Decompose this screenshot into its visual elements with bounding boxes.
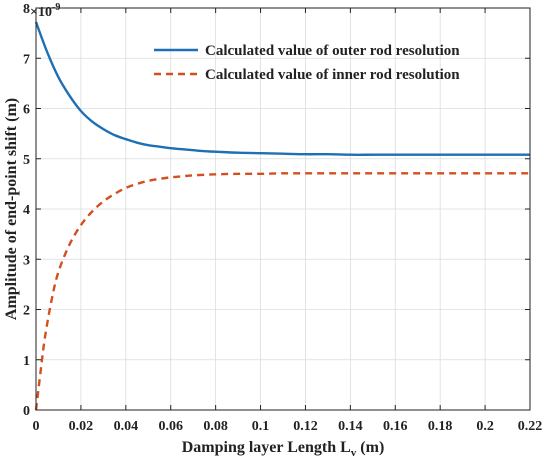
x-tick-label: 0.12 — [293, 419, 318, 434]
y-axis-multiplier: ×10-9 — [30, 2, 60, 20]
y-axis-label: Amplitude of end-point shift (m) — [3, 98, 20, 320]
x-axis-label-main: Damping layer Length L — [182, 439, 351, 456]
y-tick-label: 0 — [23, 404, 30, 419]
y-tick-label: 2 — [23, 304, 30, 319]
x-tick-label: 0.2 — [476, 419, 494, 434]
series-line-outer — [34, 21, 530, 156]
x-tick-label: 0.06 — [158, 419, 183, 434]
y-tick-label: 4 — [23, 203, 30, 218]
legend-label-outer: Calculated value of outer rod resolution — [205, 43, 460, 59]
legend: Calculated value of outer rod resolution… — [154, 43, 460, 83]
legend-label-inner: Calculated value of inner rod resolution — [205, 67, 460, 83]
y-tick-label: 8 — [23, 2, 30, 17]
grid-lines — [35, 7, 531, 411]
x-tick-label: 0.16 — [383, 419, 408, 434]
y-tick-label: 5 — [23, 153, 30, 168]
series-line-inner — [34, 172, 530, 411]
x-axis-label: Damping layer Length Lv (m) — [182, 439, 385, 459]
x-tick-label: 0.1 — [252, 419, 270, 434]
x-tick-label: 0 — [33, 419, 40, 434]
x-tick-label: 0.08 — [203, 419, 228, 434]
x-tick-label: 0.18 — [428, 419, 453, 434]
y-tick-label: 1 — [23, 354, 30, 369]
series-lines — [34, 21, 530, 411]
y-multiplier-exponent: -9 — [52, 2, 60, 13]
axis-ticks: 0 0.02 0.04 0.06 0.08 0.1 0.12 0.14 0.16 0.18 0.2 0… — [23, 2, 542, 434]
legend-entry-inner: Calculated value of inner rod resolution — [154, 67, 460, 83]
x-axis-label-subscript: v — [351, 447, 357, 459]
x-tick-label: 0.02 — [69, 419, 94, 434]
y-tick-label: 3 — [23, 253, 30, 268]
x-tick-label: 0.22 — [518, 419, 543, 434]
y-tick-label: 6 — [23, 103, 30, 118]
x-tick-label: 0.04 — [114, 419, 139, 434]
y-tick-label: 7 — [23, 52, 30, 67]
y-multiplier-base: ×10 — [30, 5, 52, 20]
x-tick-label: 0.14 — [338, 419, 363, 434]
legend-entry-outer: Calculated value of outer rod resolution — [154, 43, 460, 59]
x-axis-label-unit: (m) — [356, 439, 384, 456]
